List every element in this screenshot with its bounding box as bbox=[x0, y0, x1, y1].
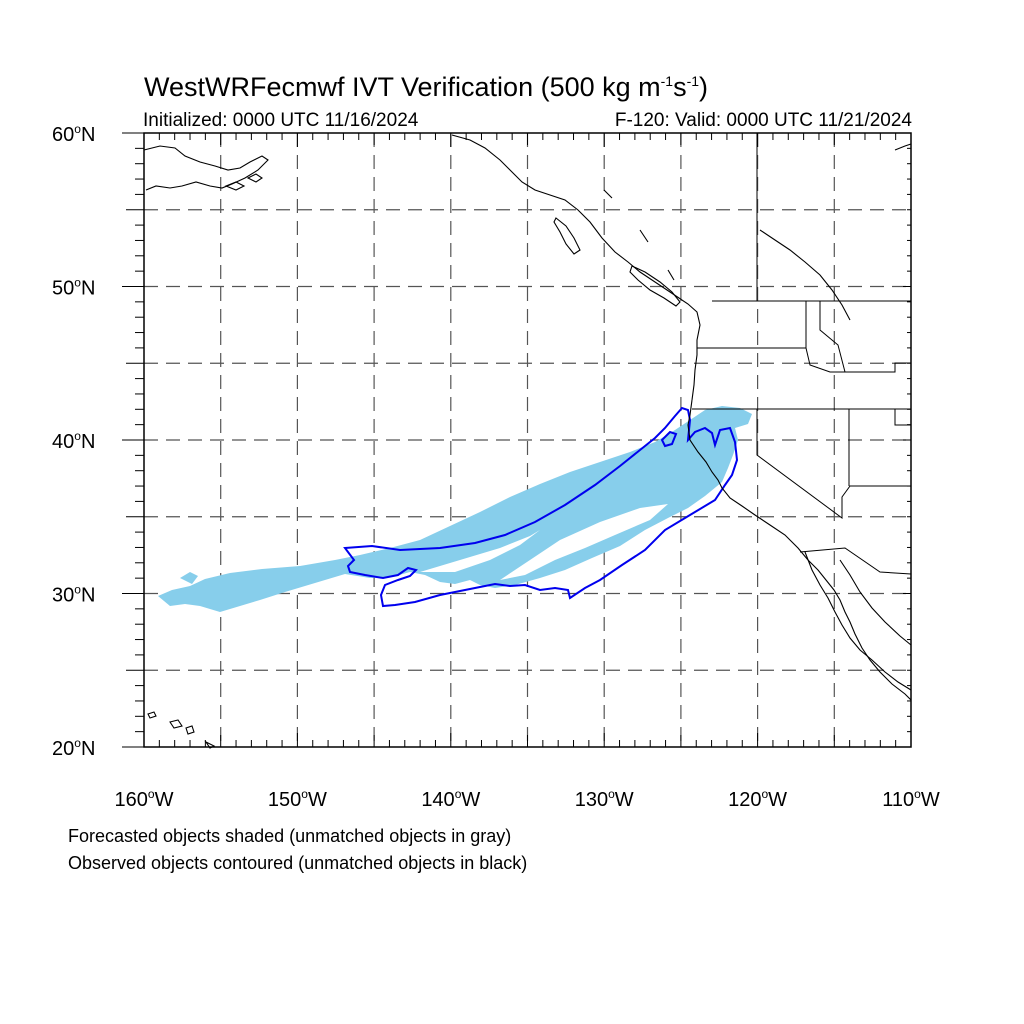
lon-label: 130oW bbox=[575, 787, 634, 811]
se-alaska-coast bbox=[451, 134, 701, 401]
forecast-object bbox=[158, 406, 752, 612]
lat-label: 50oN bbox=[52, 276, 95, 300]
coastlines bbox=[143, 134, 912, 749]
lat-label: 30oN bbox=[52, 583, 95, 607]
vancouver-island bbox=[629, 265, 681, 307]
observed-ar-inner-loop bbox=[660, 430, 678, 448]
observed-ar-contour bbox=[343, 406, 739, 608]
forecast-ar-gap bbox=[500, 504, 668, 580]
initialized-time: Initialized: 0000 UTC 11/16/2024 bbox=[143, 110, 419, 131]
political-borders bbox=[692, 133, 912, 575]
baja-california bbox=[804, 551, 912, 691]
us-state-border-4 bbox=[756, 409, 911, 519]
nw-territories-coast bbox=[894, 143, 912, 151]
us-state-border-7 bbox=[819, 301, 846, 373]
us-state-border-2 bbox=[805, 347, 911, 373]
lon-label: 140oW bbox=[421, 787, 480, 811]
interior-river bbox=[759, 229, 851, 321]
latitude-labels: 60oN 50oN 40oN 30oN 20oN bbox=[52, 122, 95, 760]
lon-label: 120oW bbox=[728, 787, 787, 811]
us-mexico-border bbox=[799, 547, 912, 575]
lat-label: 20oN bbox=[52, 736, 95, 760]
footnote-observed: Observed objects contoured (unmatched ob… bbox=[68, 853, 528, 873]
lat-label: 40oN bbox=[52, 429, 95, 453]
observed-object bbox=[343, 406, 739, 608]
lon-label: 110oW bbox=[882, 787, 940, 811]
graticule bbox=[144, 133, 911, 747]
canada-inlets bbox=[603, 189, 675, 281]
lon-label: 160oW bbox=[115, 787, 174, 811]
lon-label: 150oW bbox=[268, 787, 327, 811]
valid-time: F-120: Valid: 0000 UTC 11/21/2024 bbox=[614, 110, 912, 131]
us-state-border-1 bbox=[697, 301, 807, 349]
alaska-peninsula bbox=[143, 145, 269, 191]
hawaii-islands bbox=[147, 711, 216, 749]
map-title: WestWRFecmwf IVT Verification (500 kg m-… bbox=[144, 72, 709, 102]
alaska-islands bbox=[224, 173, 263, 191]
lat-label: 60oN bbox=[52, 122, 95, 146]
us-state-border-6 bbox=[894, 409, 911, 426]
forecast-ar-island-1 bbox=[180, 572, 198, 584]
us-west-coast bbox=[687, 399, 912, 701]
longitude-labels: 160oW 150oW 140oW 130oW 120oW 110oW bbox=[115, 787, 940, 811]
footnote-forecast: Forecasted objects shaded (unmatched obj… bbox=[68, 826, 512, 846]
forecast-ar-shading bbox=[158, 406, 752, 612]
haida-gwaii bbox=[553, 217, 581, 255]
gulf-coast-mexico bbox=[839, 559, 912, 646]
tick-marks bbox=[122, 132, 912, 748]
